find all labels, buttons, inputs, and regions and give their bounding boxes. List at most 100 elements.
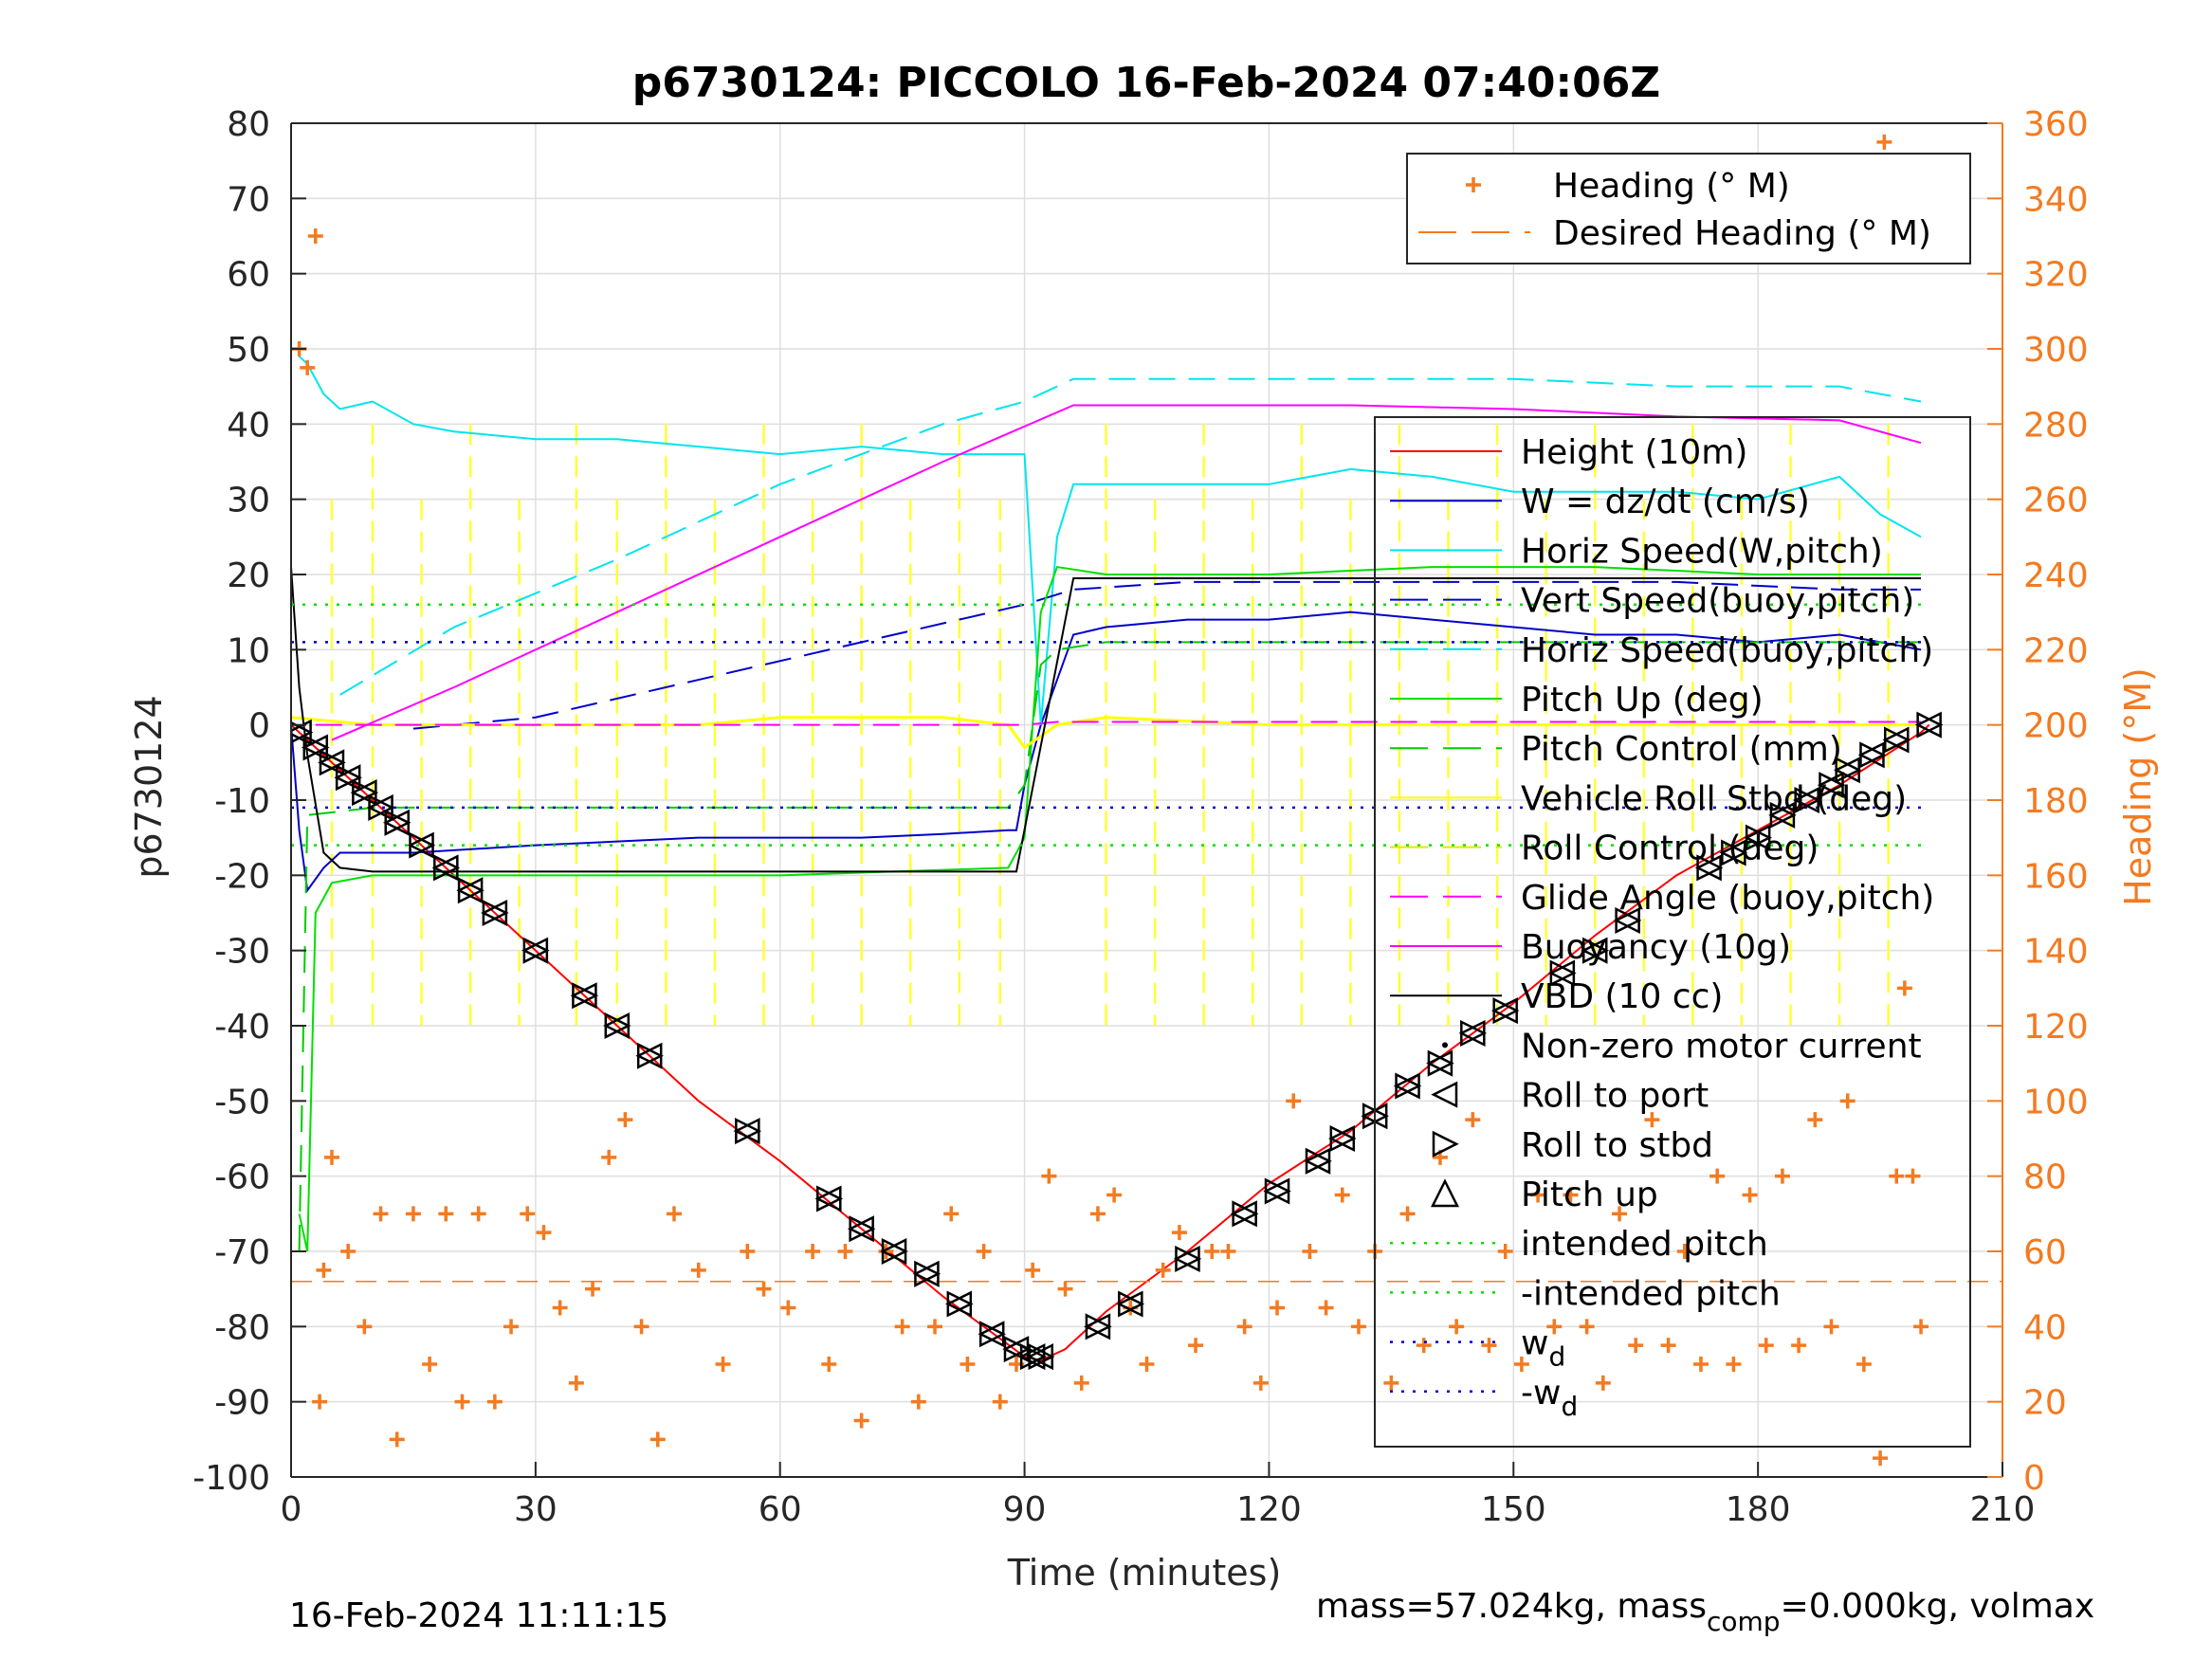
roll-marker bbox=[603, 1012, 631, 1040]
heading-point bbox=[780, 1300, 796, 1316]
legend-main-label: Height (10m) bbox=[1521, 433, 1747, 472]
legend-main-entry: Pitch Control (mm) bbox=[1390, 730, 1842, 769]
heading-point bbox=[740, 1244, 756, 1259]
y-tick-label: -70 bbox=[214, 1233, 270, 1272]
legend-swatch bbox=[1432, 1130, 1459, 1158]
roll-marker bbox=[456, 877, 484, 904]
roll-stbd-marker bbox=[978, 1321, 1006, 1348]
roll-stbd-marker bbox=[1745, 824, 1772, 851]
y2-tick-label: 220 bbox=[2023, 631, 2089, 670]
heading-point bbox=[1481, 1338, 1497, 1354]
heading-point bbox=[1399, 1206, 1416, 1222]
legend-swatch bbox=[1431, 1081, 1458, 1108]
heading-point bbox=[853, 1413, 869, 1429]
x-tick-label: 60 bbox=[759, 1490, 802, 1529]
roll-stbd-marker bbox=[1721, 839, 1748, 866]
roll-stbd-marker bbox=[1916, 711, 1944, 738]
heading-point bbox=[1563, 1187, 1579, 1203]
roll-stbd-marker bbox=[352, 779, 379, 807]
roll-stbd-marker bbox=[1769, 801, 1797, 829]
heading-point bbox=[1595, 1375, 1611, 1391]
heading-point bbox=[1220, 1244, 1236, 1259]
roll-stbd-marker bbox=[291, 720, 314, 744]
heading-point bbox=[323, 1149, 339, 1165]
heading-point bbox=[1856, 1357, 1872, 1372]
heading-point bbox=[1465, 1112, 1481, 1128]
roll-stbd-marker bbox=[335, 764, 362, 792]
heading-point bbox=[1449, 1319, 1465, 1335]
roll-marker bbox=[733, 1118, 762, 1145]
heading-point bbox=[690, 1262, 706, 1278]
legend-main-box bbox=[1374, 416, 1971, 1448]
y-tick-label: -100 bbox=[192, 1459, 270, 1498]
roll-marker bbox=[1548, 959, 1577, 987]
roll-marker bbox=[1581, 937, 1610, 964]
heading-point bbox=[1692, 1357, 1709, 1372]
legend-heading: Heading (° M) Desired Heading (° M) bbox=[1406, 153, 1971, 264]
y2-tick-label: 160 bbox=[2023, 857, 2089, 896]
x-axis-label: Time (minutes) bbox=[1007, 1552, 1282, 1594]
legend-main-label: Vert Speed(buoy,pitch) bbox=[1521, 582, 1914, 621]
y2-tick-label: 260 bbox=[2023, 482, 2089, 520]
roll-marker bbox=[945, 1290, 974, 1318]
roll-marker bbox=[407, 831, 436, 859]
y2-tick-label: 40 bbox=[2023, 1308, 2067, 1347]
roll-stbd-marker bbox=[302, 734, 330, 761]
roll-stbd-marker bbox=[457, 877, 484, 904]
heading-point bbox=[1155, 1262, 1171, 1278]
roll-marker bbox=[1026, 1343, 1055, 1371]
roll-stbd-marker bbox=[319, 749, 346, 776]
roll-stbd-marker bbox=[849, 1215, 876, 1243]
y2-axis-label: Heading (°M) bbox=[2117, 667, 2159, 906]
heading-point bbox=[1252, 1375, 1269, 1391]
heading-point bbox=[1383, 1375, 1399, 1391]
roll-marker bbox=[1426, 1049, 1454, 1077]
heading-point bbox=[1791, 1338, 1807, 1354]
roll-stbd-marker bbox=[1085, 1313, 1112, 1340]
axes: 0 30 60 90 120 150 180 210-100-90-80-70-60-50-4… bbox=[192, 105, 2088, 1529]
y2-tick-label: 200 bbox=[2023, 707, 2089, 746]
roll-stbd-marker bbox=[1028, 1343, 1055, 1371]
roll-marker bbox=[1694, 854, 1724, 882]
heading-point bbox=[715, 1357, 731, 1372]
roll-marker bbox=[1857, 741, 1887, 769]
roll-marker bbox=[350, 779, 379, 807]
x-tick-label: 150 bbox=[1481, 1490, 1546, 1529]
roll-stbd-marker bbox=[384, 809, 411, 836]
heading-point bbox=[1416, 1338, 1432, 1354]
heading-point bbox=[1628, 1338, 1644, 1354]
series-line bbox=[298, 356, 1922, 725]
roll-stbd-marker bbox=[522, 937, 550, 964]
y-tick-label: 80 bbox=[227, 105, 270, 144]
legend-main-entry: Roll to port bbox=[1431, 1077, 1709, 1116]
y2-tick-label: 240 bbox=[2023, 556, 2089, 595]
y2-tick-label: 360 bbox=[2023, 105, 2089, 144]
heading-point bbox=[1807, 1112, 1823, 1128]
legend-main-label: Glide Angle (buoy,pitch) bbox=[1521, 879, 1934, 918]
legend-main-entry: Height (10m) bbox=[1390, 433, 1747, 472]
roll-marker bbox=[880, 1237, 908, 1266]
y2-tick-label: 280 bbox=[2023, 406, 2089, 445]
legend-main-entry: VBD (10 cc) bbox=[1390, 977, 1723, 1016]
y-tick-label: 0 bbox=[248, 707, 270, 746]
roll-marker bbox=[978, 1321, 1006, 1348]
y-tick-label: -40 bbox=[214, 1008, 270, 1047]
legend-main-entry: Pitch Up (deg) bbox=[1390, 681, 1764, 720]
heading-point bbox=[1579, 1319, 1595, 1335]
roll-stbd-marker bbox=[572, 982, 599, 1010]
heading-point bbox=[568, 1375, 584, 1391]
y-tick-label: 60 bbox=[227, 256, 270, 295]
series-line bbox=[298, 565, 1922, 1252]
heading-point bbox=[1839, 1093, 1856, 1109]
y2-tick-label: 300 bbox=[2023, 331, 2089, 370]
heading-point bbox=[552, 1300, 568, 1316]
roll-stbd-marker bbox=[1305, 1147, 1332, 1175]
roll-marker bbox=[1817, 772, 1846, 799]
heading-point bbox=[756, 1281, 772, 1297]
legend-swatch bbox=[1466, 177, 1481, 192]
heading-point bbox=[1286, 1093, 1302, 1109]
legend-main-label: Horiz Speed(W,pitch) bbox=[1521, 532, 1883, 571]
roll-stbd-marker bbox=[946, 1290, 974, 1318]
heading-point bbox=[837, 1244, 853, 1259]
heading-point bbox=[373, 1206, 389, 1222]
